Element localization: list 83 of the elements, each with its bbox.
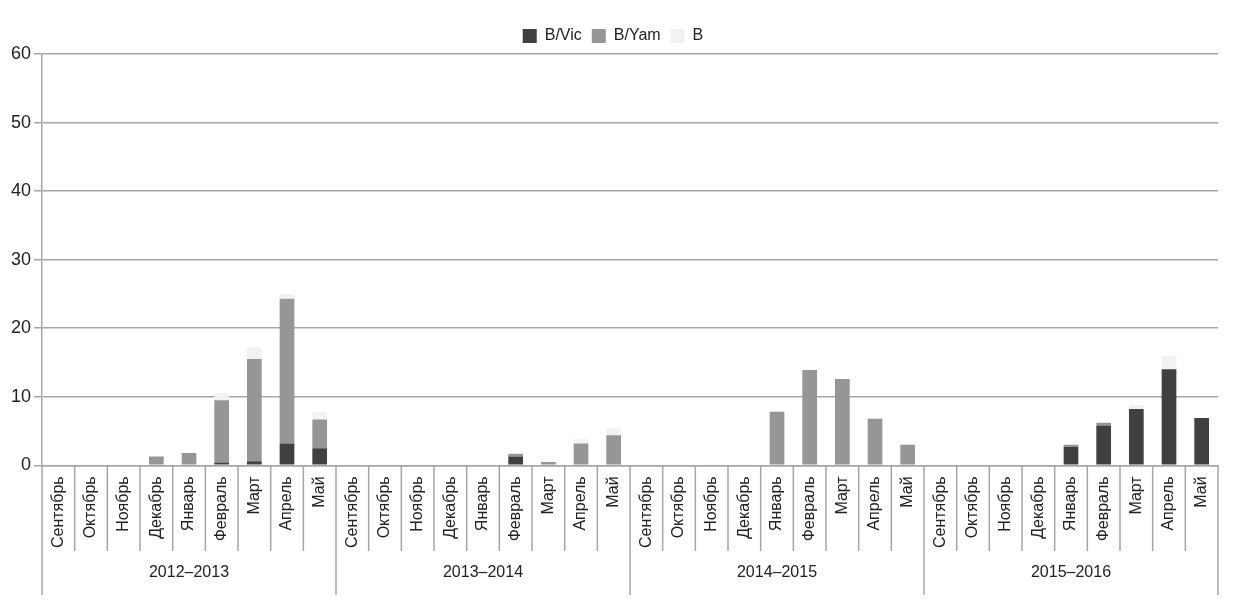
bar [606, 435, 622, 465]
x-tick-label: Апрель [571, 476, 589, 531]
x-tick-label: Март [1126, 475, 1144, 515]
bar [1128, 409, 1144, 465]
bar [149, 456, 164, 465]
x-tick-label: Ноябрь [408, 476, 426, 532]
x-tick-label: Сентябрь [48, 476, 66, 549]
y-tick-label: 0 [21, 454, 32, 475]
x-tick-label: Май [310, 476, 328, 508]
x-tick-label: Декабрь [146, 476, 164, 539]
text: 2014–2015 [736, 563, 818, 581]
bar [769, 411, 785, 465]
y-tick-label: 10 [10, 385, 32, 406]
bar [1161, 355, 1177, 370]
bar [1161, 369, 1177, 465]
x-tick-label: Май [1192, 476, 1210, 508]
bar [1063, 444, 1079, 447]
x-tick-label: Март [244, 475, 262, 515]
x-tick-label: Декабрь [734, 476, 752, 539]
legend-label: B/Vic [544, 26, 582, 44]
x-tick-label: Октябрь [669, 476, 687, 539]
x-tick-label: Декабрь [1028, 476, 1046, 539]
bar [573, 443, 589, 465]
bar [867, 418, 883, 465]
legend-label: B/Yam [613, 26, 661, 44]
y-tick-label: 50 [10, 111, 32, 132]
bar [312, 411, 328, 420]
bar [508, 456, 524, 465]
x-tick-label: Апрель [277, 476, 295, 531]
bar [279, 443, 295, 465]
x-tick-label: Февраль [800, 476, 818, 542]
x-tick-label: Январь [1061, 476, 1079, 532]
bar [573, 439, 589, 444]
bar [214, 393, 230, 401]
x-tick-label: Ноябрь [996, 476, 1014, 532]
x-tick-label: Март [832, 475, 850, 515]
x-tick-label: Сентябрь [342, 476, 360, 549]
y-tick-label: 60 [10, 42, 32, 63]
bar [214, 400, 230, 463]
x-tick-label: Январь [473, 476, 491, 532]
bar [802, 370, 818, 465]
x-tick-label: Сентябрь [636, 476, 654, 549]
y-tick-label: 30 [10, 248, 32, 269]
bar [1096, 425, 1112, 465]
bar [606, 428, 622, 436]
x-tick-label: Февраль [506, 476, 524, 542]
bar [1128, 404, 1144, 410]
y-tick-label: 20 [10, 317, 32, 338]
legend-label: B [692, 26, 704, 44]
bar [279, 298, 295, 444]
x-tick-label: Февраль [212, 476, 230, 542]
bar [247, 359, 262, 462]
x-tick-label: Апрель [1159, 476, 1177, 531]
x-tick-label: Май [898, 476, 916, 508]
bar [541, 461, 556, 465]
bar [900, 444, 916, 465]
x-tick-label: Май [604, 476, 622, 508]
text: 2015–2016 [1030, 563, 1112, 581]
y-tick-label: 40 [10, 180, 32, 201]
x-tick-label: Ноябрь [114, 476, 132, 532]
x-tick-label: Апрель [865, 476, 883, 531]
bar [279, 293, 295, 299]
x-tick-label: Сентябрь [930, 476, 948, 549]
x-tick-label: Октябрь [375, 476, 393, 539]
bar [1194, 418, 1210, 465]
bar [247, 347, 262, 360]
bar [312, 419, 328, 449]
x-tick-label: Январь [179, 476, 197, 532]
x-tick-label: Декабрь [440, 476, 458, 539]
bar [312, 448, 328, 465]
text: 2013–2014 [442, 563, 524, 581]
bar [247, 461, 262, 465]
x-tick-label: Октябрь [81, 476, 99, 539]
x-tick-label: Февраль [1094, 476, 1112, 542]
x-tick-label: Октябрь [963, 476, 981, 539]
bar [1096, 422, 1112, 426]
x-tick-label: Март [538, 475, 556, 515]
bar [1063, 446, 1079, 465]
x-tick-label: Январь [767, 476, 785, 532]
x-tick-label: Ноябрь [702, 476, 720, 532]
bar [834, 378, 850, 465]
bar [181, 452, 197, 465]
text: 2012–2013 [148, 563, 230, 581]
